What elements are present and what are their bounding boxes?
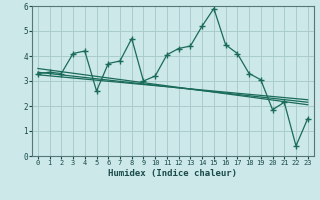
X-axis label: Humidex (Indice chaleur): Humidex (Indice chaleur)	[108, 169, 237, 178]
